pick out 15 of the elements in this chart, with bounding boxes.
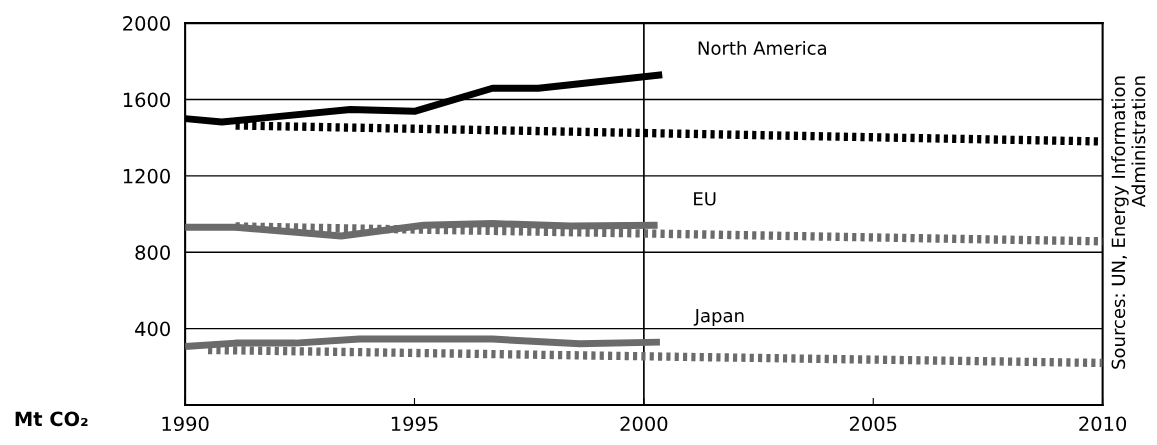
x-tick-label: 2010	[1079, 416, 1127, 432]
y-tick-label: 400	[135, 321, 170, 337]
x-tick-label: 2005	[849, 416, 897, 432]
y-tick-label: 1600	[123, 92, 170, 108]
y-tick-label: 800	[135, 245, 170, 260]
x-tick-label: 1990	[162, 416, 209, 432]
text: North America	[698, 40, 827, 55]
text: Japan	[693, 308, 744, 326]
x-tick-label: 2000	[620, 416, 668, 432]
y-axis-title: Mt CO₂	[15, 411, 88, 427]
text: EU	[694, 192, 716, 206]
y-tick-label: 2000	[123, 16, 170, 31]
source-note: Sources: UN, Energy Information Administration	[1111, 76, 1146, 369]
x-tick-label: 1995	[391, 416, 438, 432]
y-tick-label: 1200	[123, 168, 170, 184]
